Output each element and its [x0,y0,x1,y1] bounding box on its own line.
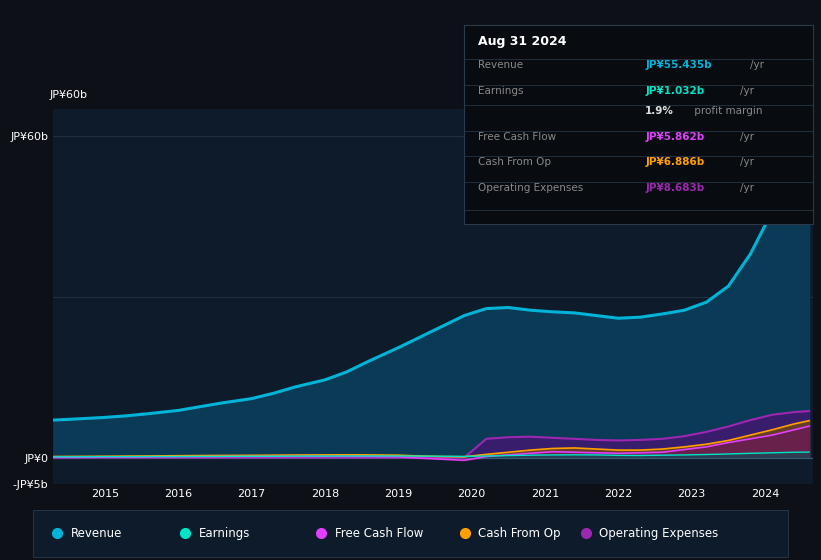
Text: Earnings: Earnings [478,86,523,96]
Text: JP¥6.886b: JP¥6.886b [645,157,704,167]
Text: /yr: /yr [741,157,754,167]
Text: /yr: /yr [741,132,754,142]
Text: JP¥5.862b: JP¥5.862b [645,132,704,142]
Text: Operating Expenses: Operating Expenses [599,527,718,540]
Text: /yr: /yr [741,86,754,96]
Text: Cash From Op: Cash From Op [478,157,551,167]
Text: /yr: /yr [750,60,764,70]
Text: Free Cash Flow: Free Cash Flow [335,527,424,540]
Text: Operating Expenses: Operating Expenses [478,183,583,193]
Text: profit margin: profit margin [691,106,763,116]
Text: JP¥55.435b: JP¥55.435b [645,60,712,70]
Text: Free Cash Flow: Free Cash Flow [478,132,556,142]
Text: Earnings: Earnings [199,527,250,540]
Text: JP¥60b: JP¥60b [49,90,88,100]
Text: Revenue: Revenue [71,527,122,540]
Text: JP¥8.683b: JP¥8.683b [645,183,704,193]
Text: JP¥1.032b: JP¥1.032b [645,86,704,96]
Text: Cash From Op: Cash From Op [479,527,561,540]
Text: /yr: /yr [741,183,754,193]
Text: Aug 31 2024: Aug 31 2024 [478,35,566,48]
Text: 1.9%: 1.9% [645,106,674,116]
Text: Revenue: Revenue [478,60,523,70]
